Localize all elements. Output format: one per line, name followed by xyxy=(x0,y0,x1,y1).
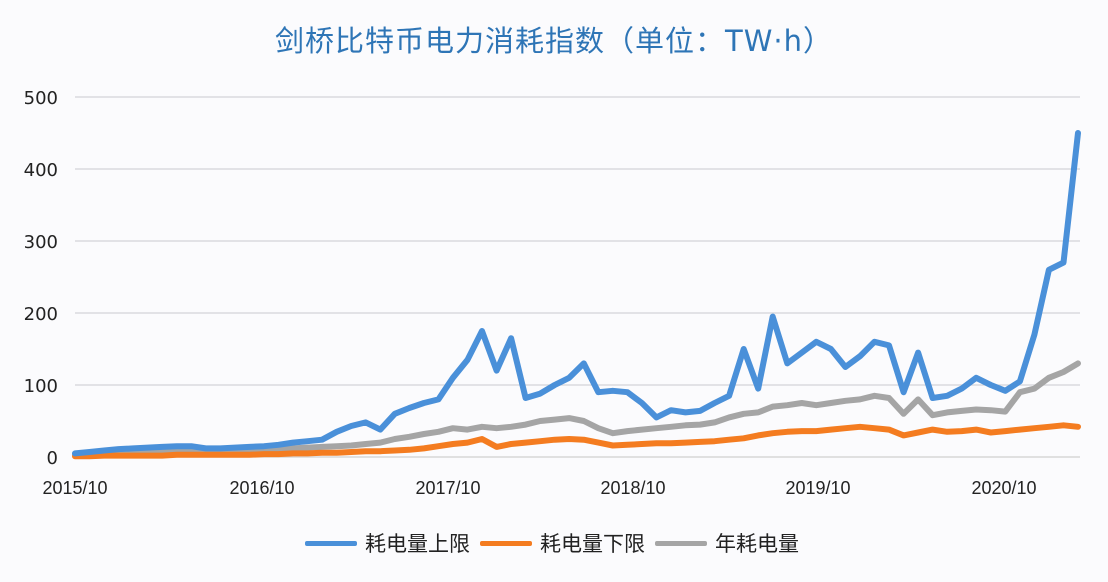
legend-label-upper: 耗电量上限 xyxy=(365,532,470,556)
x-tick-label: 2017/10 xyxy=(415,478,480,498)
series-line-0 xyxy=(72,130,1081,457)
x-tick-label: 2015/10 xyxy=(42,478,107,498)
legend-swatch-lower xyxy=(480,540,532,546)
y-tick-label: 200 xyxy=(24,304,58,325)
x-axis-ticks: 2015/10 2016/10 2017/10 2018/10 2019/10 2020/… xyxy=(42,478,1036,498)
legend-label-lower: 耗电量下限 xyxy=(540,532,645,556)
legend-item-annual: 年耗电量 xyxy=(655,528,799,558)
x-tick-label: 2018/10 xyxy=(600,478,665,498)
y-axis-ticks: 0 100 200 300 400 500 xyxy=(24,88,58,469)
legend: 耗电量上限 耗电量下限 年耗电量 xyxy=(0,528,1108,558)
series-line-1 xyxy=(72,422,1081,460)
legend-item-upper: 耗电量上限 xyxy=(305,528,470,558)
legend-swatch-annual xyxy=(655,540,707,546)
legend-item-lower: 耗电量下限 xyxy=(480,528,645,558)
x-tick-label: 2020/10 xyxy=(971,478,1036,498)
y-tick-label: 400 xyxy=(24,160,58,181)
x-tick-label: 2019/10 xyxy=(785,478,850,498)
x-tick-label: 2016/10 xyxy=(229,478,294,498)
y-tick-label: 300 xyxy=(24,232,58,253)
gridlines xyxy=(75,96,1080,458)
y-tick-label: 500 xyxy=(24,88,58,109)
chart-title: 剑桥比特币电力消耗指数（单位：TW·h） xyxy=(275,24,833,58)
series-lines xyxy=(72,130,1081,460)
y-tick-label: 100 xyxy=(24,376,58,397)
y-tick-label: 0 xyxy=(47,448,58,469)
legend-label-annual: 年耗电量 xyxy=(715,532,799,556)
legend-swatch-upper xyxy=(305,540,357,546)
